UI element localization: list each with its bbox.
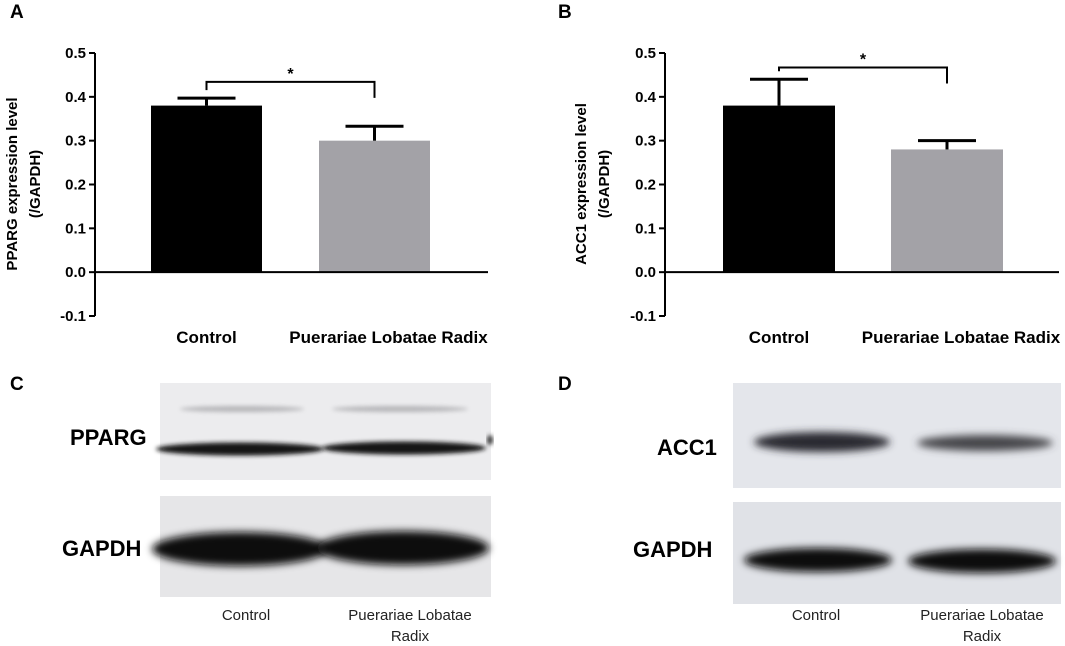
chart-a-ytick-label-0: 0.5 [65,45,86,62]
chart-a-bar-2 [319,140,430,273]
blot-c-pparg-faint-band-2 [332,406,468,412]
blot-d-acc1-band-control [754,432,890,452]
chart-b-bar-2 [891,149,1003,273]
chart-a-ytick-label-5: 0.0 [65,264,86,281]
blot-c-gapdh-band-control [152,532,328,566]
chart-a-category-label-1: Control [176,328,236,347]
chart-a-ylabel-line-2: (/GAPDH) [27,150,44,218]
blot-c-label-gapdh: GAPDH [62,536,141,561]
chart-b-category-label-2: Puerariae Lobatae Radix [862,328,1061,347]
chart-a-ylabel-line-1: PPARG expression level [4,97,21,270]
chart-a-ytick-label-4: 0.1 [65,220,86,237]
blot-c-pparg-faint-band-1 [180,406,304,412]
chart-a-ytick-label-2: 0.3 [65,133,86,150]
panel-letter-b: B [558,2,572,23]
chart-b-category-label-1: Control [749,328,809,347]
chart-b-ytick-label-2: 0.3 [635,133,656,150]
blot-d-lane-plr-line2: Radix [963,628,1002,645]
blot-c-label-pparg: PPARG [70,425,147,450]
chart-a-bar-1 [151,105,262,273]
chart-b-ytick-label-6: -0.1 [630,308,656,325]
chart-b-significance-bracket [778,66,948,84]
chart-b-ytick-label-3: 0.2 [635,177,656,194]
chart-a-significance-star: * [287,66,294,83]
blot-d-gapdh-band-plr [908,549,1056,573]
blot-d-lane-control: Control [792,607,840,624]
blot-panel-c: PPARG GAPDH Control Puerariae Lobatae Ra… [62,383,493,645]
blot-d-lane-plr-line1: Puerariae Lobatae [920,607,1043,624]
blot-c-lane-plr-line2: Radix [391,628,430,645]
chart-a-ytick-label-3: 0.2 [65,177,86,194]
blot-d-acc1-band-plr [917,435,1053,451]
chart-b-ytick-label-5: 0.0 [635,264,656,281]
blot-c-edge-mark [487,435,493,445]
chart-a-category-label-2: Puerariae Lobatae Radix [289,328,488,347]
blot-c-pparg-band-control [156,442,324,456]
panel-letter-c: C [10,374,24,395]
blot-d-gapdh-band-control [744,548,892,572]
chart-b: 0.5 0.4 0.3 0.2 0.1 0.0 -0.1 ACC1 expression le… [573,45,1061,347]
blot-d-label-gapdh: GAPDH [633,537,712,562]
blot-c-pparg-membrane [160,383,491,480]
chart-b-ylabel-line-1: ACC1 expression level [573,103,590,265]
panel-letter-d: D [558,374,572,395]
blot-d-label-acc1: ACC1 [657,435,717,460]
blot-c-lane-plr-line1: Puerariae Lobatae [348,607,471,624]
chart-b-significance-star: * [860,51,867,68]
chart-b-ylabel-line-2: (/GAPDH) [596,150,613,218]
chart-a-significance-bracket [205,80,376,98]
blot-c-gapdh-band-plr [317,531,489,565]
chart-a-ytick-label-6: -0.1 [60,308,86,325]
chart-b-ytick-label-1: 0.4 [635,89,657,106]
panel-letter-a: A [10,2,24,23]
blot-panel-d: ACC1 GAPDH Control Puerariae Lobatae Rad… [633,383,1061,645]
chart-a: 0.5 0.4 0.3 0.2 0.1 0.0 -0.1 PPARG expression l… [4,45,488,347]
blot-c-pparg-band-plr [322,441,486,455]
blot-c-lane-control: Control [222,607,270,624]
chart-b-ytick-label-0: 0.5 [635,45,656,62]
chart-b-bar-1 [723,105,835,273]
chart-a-ytick-label-1: 0.4 [65,89,87,106]
chart-b-ytick-label-4: 0.1 [635,220,656,237]
